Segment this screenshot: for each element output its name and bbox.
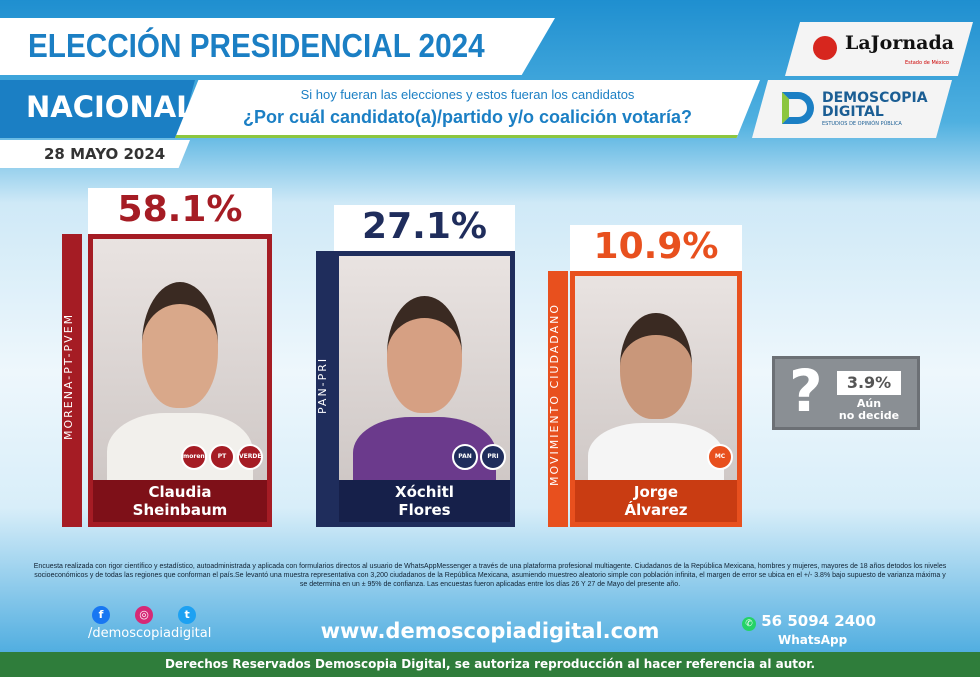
facebook-icon[interactable]: f bbox=[92, 606, 110, 624]
party-badge: PAN bbox=[452, 444, 478, 470]
instagram-icon[interactable]: ◎ bbox=[135, 606, 154, 624]
candidate-percent: 58.1% bbox=[88, 188, 272, 234]
candidate-card: PAN PRI Xóchitl Flores bbox=[334, 251, 515, 527]
demoscopia-logo: DEMOSCOPIA DIGITAL ESTUDIOS DE OPINIÓN P… bbox=[752, 80, 952, 138]
undecided-percent: 3.9% bbox=[837, 371, 901, 395]
rights-bar: Derechos Reservados Demoscopia Digital, … bbox=[0, 652, 980, 677]
party-badge: MC bbox=[707, 444, 733, 470]
twitter-icon[interactable]: t bbox=[178, 606, 197, 624]
party-label: MOVIMIENTO CIUDADANO bbox=[548, 271, 568, 527]
jornada-wordmark: LaJornada bbox=[845, 32, 955, 54]
candidate-photo bbox=[93, 239, 267, 509]
page-title-text: ELECCIÓN PRESIDENCIAL 2024 bbox=[28, 27, 485, 64]
jornada-subtitle: Estado de México bbox=[905, 60, 949, 66]
website-link[interactable]: www.demoscopiadigital.com bbox=[320, 619, 660, 643]
undecided-box: ? 3.9% Aún no decide bbox=[772, 356, 920, 430]
poll-date: 28 MAYO 2024 bbox=[0, 140, 190, 168]
candidate-card: MC Jorge Álvarez bbox=[570, 271, 742, 527]
whatsapp-label: WhatsApp bbox=[778, 633, 848, 647]
demoscopia-word-1: DEMOSCOPIA bbox=[822, 90, 928, 106]
page-title: ELECCIÓN PRESIDENCIAL 2024 bbox=[0, 18, 555, 75]
methodology-note: Encuesta realizada con rigor científico … bbox=[33, 563, 947, 588]
question-intro: Si hoy fueran las elecciones y estos fue… bbox=[300, 87, 635, 102]
social-handle[interactable]: /demoscopiadigital bbox=[88, 626, 212, 641]
question-mark-icon: ? bbox=[789, 357, 823, 425]
candidate-name: Xóchitl Flores bbox=[339, 480, 510, 522]
party-badge: VERDE bbox=[237, 444, 263, 470]
party-badge: PT bbox=[209, 444, 235, 470]
demoscopia-word-2: DIGITAL bbox=[822, 104, 884, 120]
scope-label: NACIONAL bbox=[0, 80, 195, 138]
party-badge: morena bbox=[181, 444, 207, 470]
candidate-percent: 10.9% bbox=[570, 225, 742, 271]
phone-number: ✆ 56 5094 2400 bbox=[742, 612, 876, 631]
question: ¿Por cuál candidato(a)/partido y/o coali… bbox=[242, 107, 693, 127]
party-badges: MC bbox=[705, 444, 733, 474]
party-badges: PAN PRI bbox=[450, 444, 506, 474]
candidate-card: morena PT VERDE Claudia Sheinbaum bbox=[88, 234, 272, 527]
undecided-label: Aún no decide bbox=[838, 397, 900, 422]
candidate-name: Claudia Sheinbaum bbox=[93, 480, 267, 522]
sun-icon bbox=[813, 36, 837, 60]
demoscopia-d-icon bbox=[782, 92, 814, 124]
party-badge: PRI bbox=[480, 444, 506, 470]
candidate-percent: 27.1% bbox=[334, 205, 515, 251]
party-badges: morena PT VERDE bbox=[179, 444, 263, 474]
whatsapp-icon: ✆ bbox=[742, 617, 756, 631]
party-label: PAN-PRI bbox=[316, 251, 336, 527]
question-box: Si hoy fueran las elecciones y estos fue… bbox=[175, 80, 760, 138]
demoscopia-subtitle: ESTUDIOS DE OPINIÓN PÚBLICA bbox=[822, 121, 902, 127]
party-label: MORENA-PT-PVEM bbox=[62, 234, 82, 527]
la-jornada-logo: LaJornada Estado de México bbox=[785, 22, 973, 76]
social-icons: f ◎ t bbox=[92, 603, 197, 624]
candidate-name: Jorge Álvarez bbox=[575, 480, 737, 522]
